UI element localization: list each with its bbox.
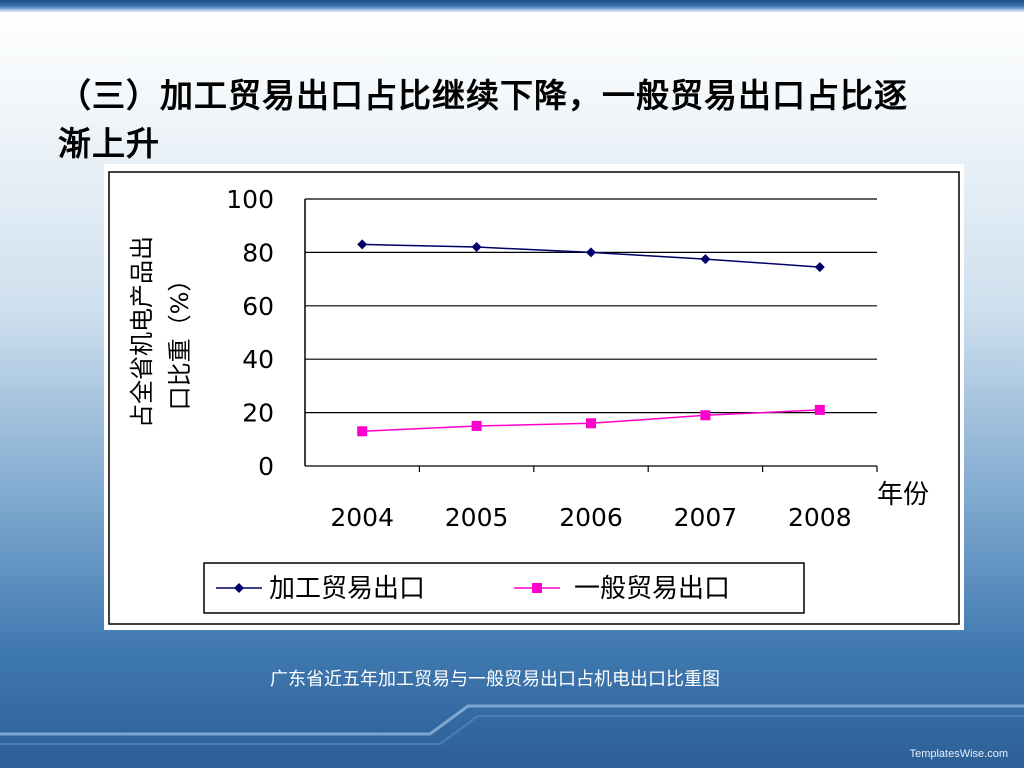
x-tick-label: 2008 <box>788 503 852 532</box>
y-axis-label-line1: 占全省机电产品出 <box>128 236 156 428</box>
bottom-decoration <box>0 704 1024 745</box>
chart-panel: 0 20 40 60 80 100 2004 2005 2006 2007 2008 占全省机电产… <box>104 164 964 630</box>
legend-marker-square <box>532 583 542 593</box>
x-tick-label: 2004 <box>330 503 394 532</box>
data-point-diamond <box>357 239 368 250</box>
chart-caption: 广东省近五年加工贸易与一般贸易出口占机电出口比重图 <box>270 669 720 690</box>
data-point-diamond <box>700 254 711 265</box>
legend-label: 加工贸易出口 <box>269 574 425 604</box>
data-point-square <box>471 420 482 431</box>
y-tick-label: 40 <box>242 345 274 374</box>
x-tick-labels: 2004 2005 2006 2007 2008 <box>330 503 851 532</box>
line-chart: 0 20 40 60 80 100 2004 2005 2006 2007 2008 占全省机电产… <box>108 171 960 625</box>
slide-title: （三）加工贸易出口占比继续下降，一般贸易出口占比逐渐上升 <box>58 76 908 163</box>
y-tick-label: 60 <box>242 292 274 321</box>
data-point-diamond <box>471 242 482 253</box>
y-tick-label: 80 <box>242 238 274 267</box>
y-axis-label-line2: 口比重（%） <box>166 268 194 411</box>
data-point-diamond <box>586 247 596 258</box>
x-axis-label: 年份 <box>877 480 929 510</box>
data-point-square <box>814 404 825 415</box>
top-divider <box>0 10 1024 12</box>
y-tick-labels: 0 20 40 60 80 100 <box>226 185 274 481</box>
x-tick-label: 2005 <box>445 503 509 532</box>
x-tick-label: 2006 <box>559 503 623 532</box>
chart-frame <box>108 171 960 625</box>
data-point-diamond <box>814 262 825 273</box>
data-point-square <box>586 418 596 429</box>
brand-watermark: TemplatesWise.com <box>909 748 1008 760</box>
legend-marker-diamond <box>234 583 244 593</box>
y-tick-label: 20 <box>242 399 274 428</box>
y-tick-label: 0 <box>258 452 274 481</box>
legend: 加工贸易出口 一般贸易出口 <box>203 562 805 614</box>
y-tick-label: 100 <box>226 185 274 214</box>
x-tick-label: 2007 <box>674 503 738 532</box>
data-point-square <box>357 426 368 437</box>
series-group <box>357 239 825 437</box>
data-point-square <box>700 410 711 421</box>
legend-box <box>203 562 805 614</box>
legend-label: 一般贸易出口 <box>574 574 730 604</box>
top-banner <box>0 0 1024 10</box>
